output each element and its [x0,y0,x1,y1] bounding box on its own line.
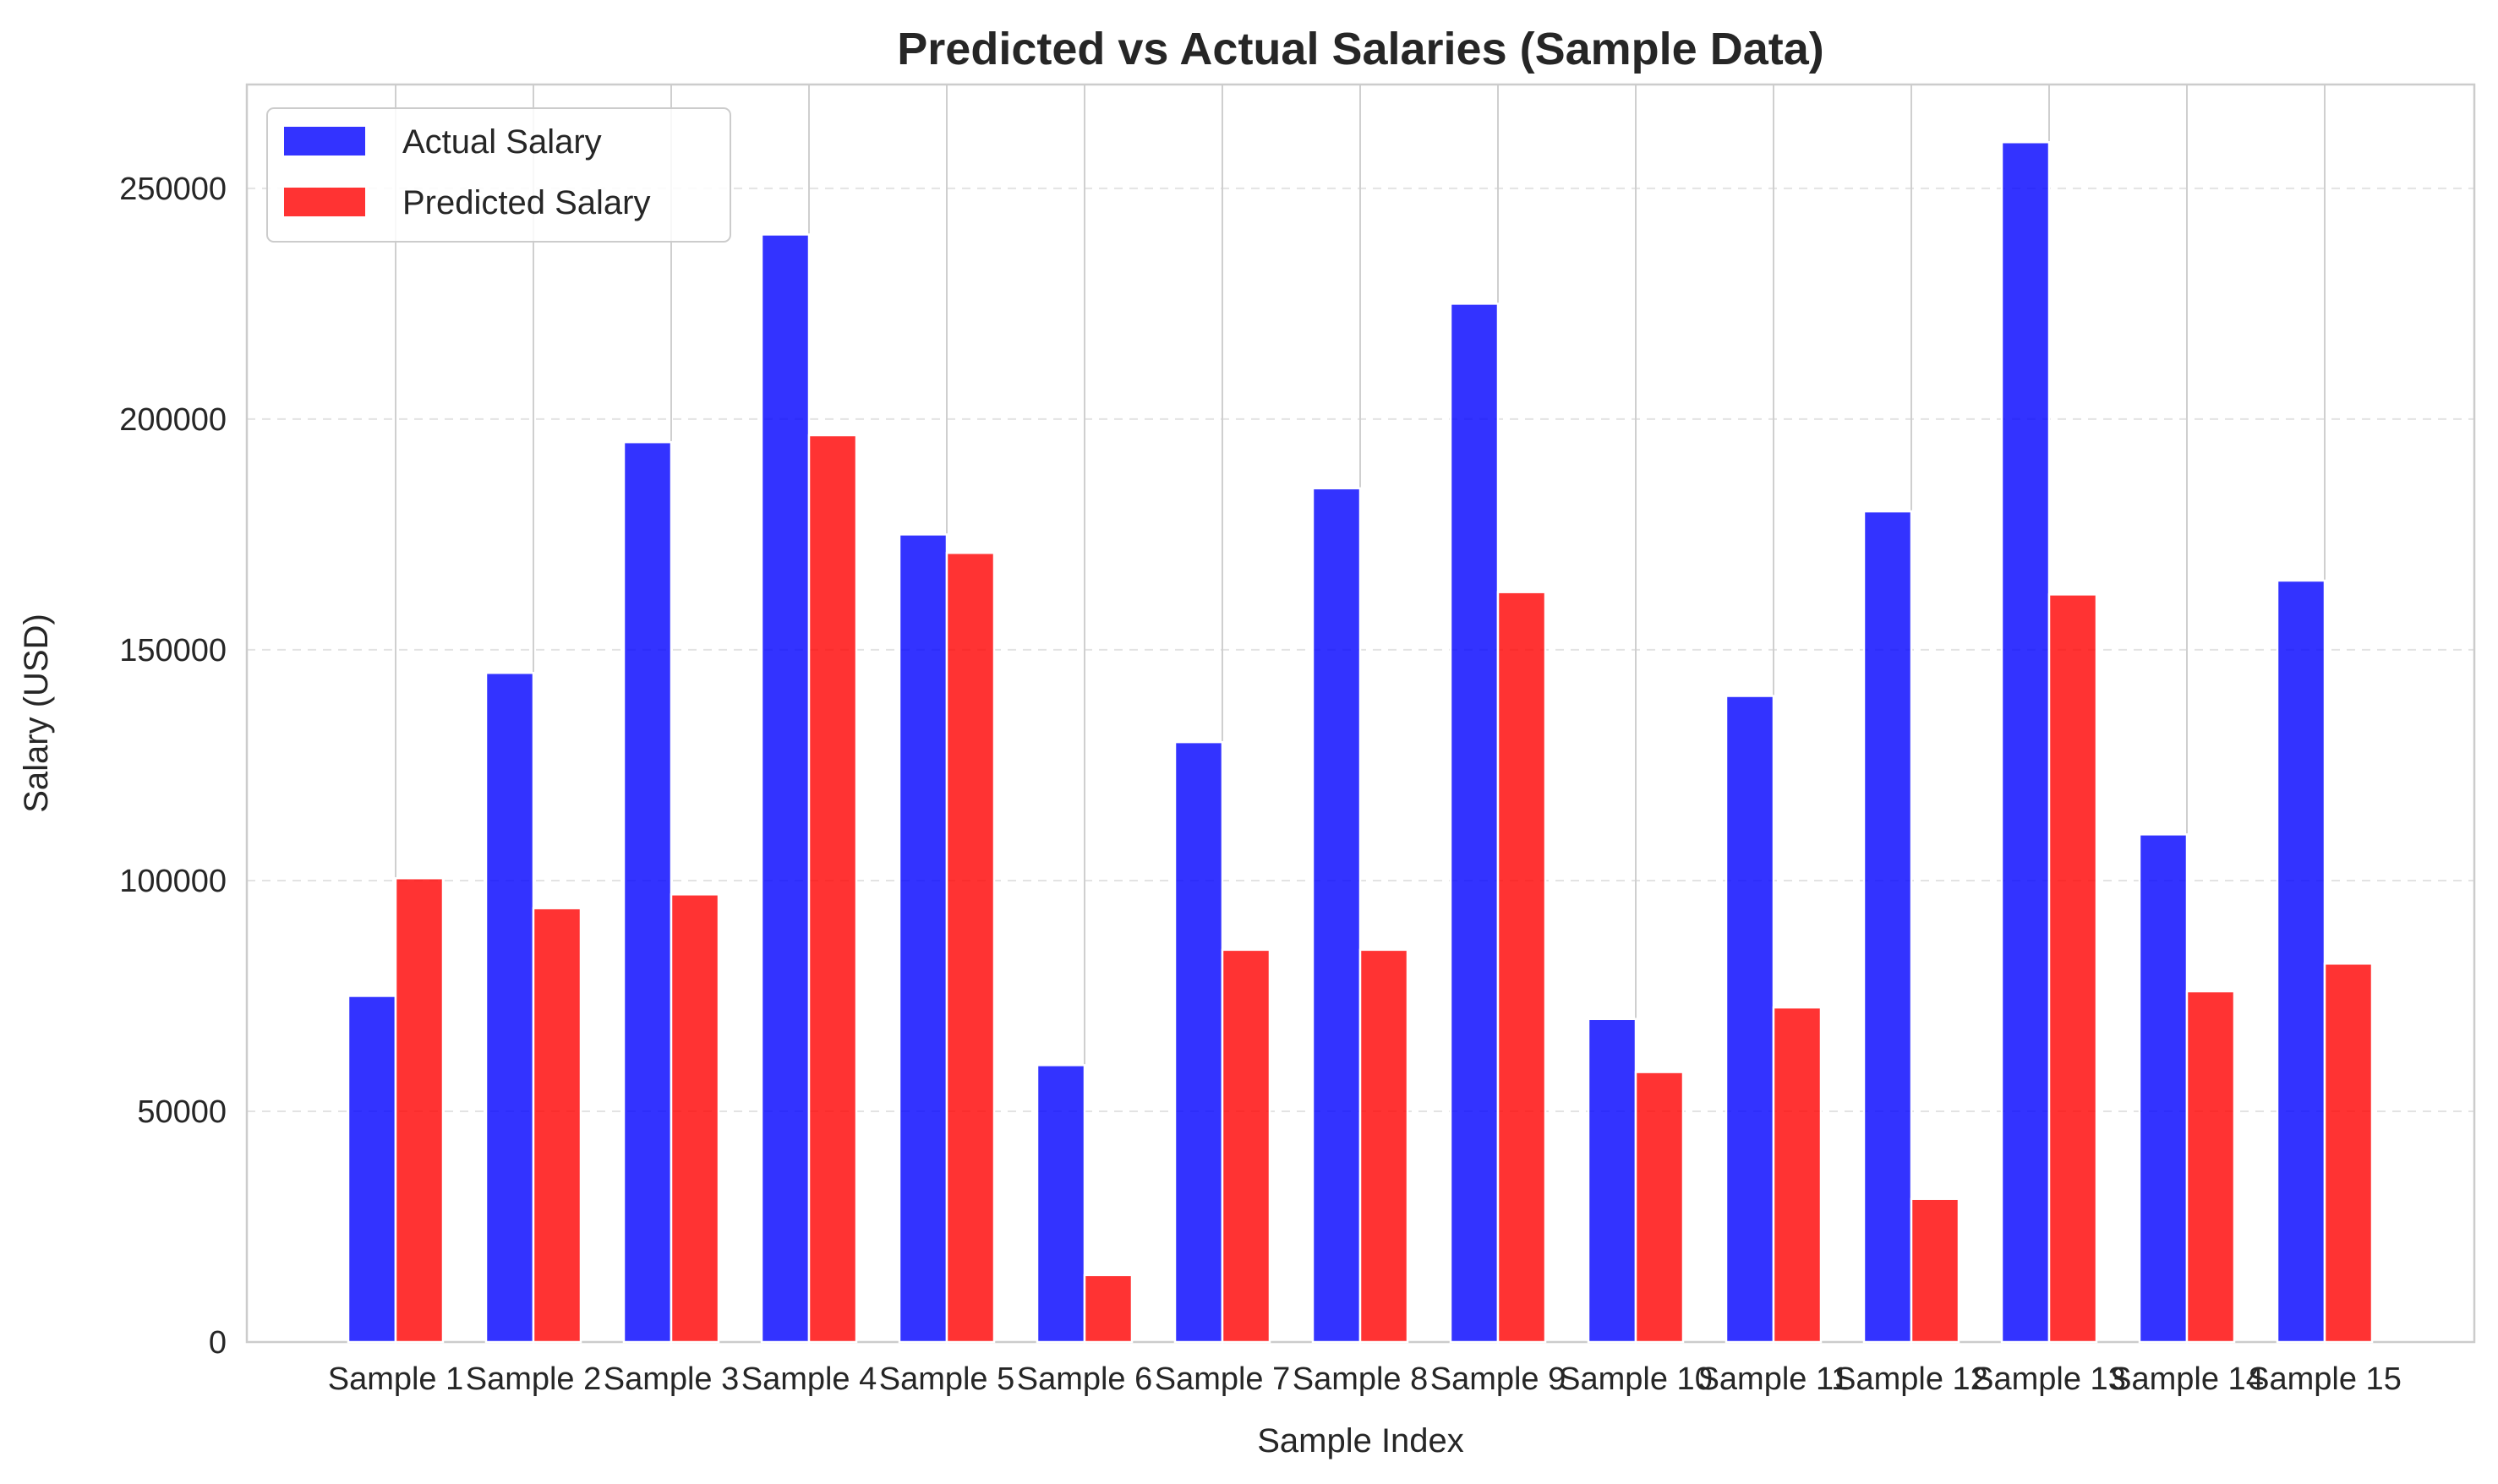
bar-actual-10 [1587,1018,1637,1344]
legend-box [266,107,731,243]
legend-swatch-actual [284,127,365,155]
y-tick-label: 0 [209,1325,227,1361]
bar-predicted-8 [1358,948,1409,1344]
x-tick-label: Sample 5 [879,1361,1015,1397]
bar-predicted-1 [394,876,445,1344]
bar-predicted-13 [2047,593,2098,1344]
x-tick-label: Sample 15 [2248,1361,2402,1397]
x-tick-label: Sample 10 [1559,1361,1713,1397]
bar-predicted-4 [807,434,858,1344]
y-tick-label: 150000 [119,633,227,668]
bar-actual-2 [484,671,535,1344]
bar-actual-4 [760,233,811,1344]
bar-predicted-2 [532,907,582,1344]
legend-swatch-predicted [284,188,365,216]
bar-predicted-10 [1634,1071,1685,1344]
bar-predicted-3 [670,893,720,1344]
x-tick-label: Sample 6 [1017,1361,1153,1397]
chart-title: Predicted vs Actual Salaries (Sample Dat… [897,24,1823,74]
bar-actual-3 [622,440,673,1344]
y-tick-label: 50000 [137,1094,227,1130]
x-tick-label: Sample 4 [741,1361,877,1397]
bars-group [347,141,2374,1344]
x-tick-label: Sample 8 [1293,1361,1429,1397]
bar-actual-6 [1036,1064,1086,1344]
bar-actual-14 [2138,833,2189,1344]
bar-actual-9 [1449,303,1500,1344]
bar-actual-12 [1862,510,1913,1344]
x-axis-label: Sample Index [1257,1422,1464,1459]
bar-predicted-5 [945,551,996,1344]
legend: Actual Salary Predicted Salary [266,107,731,243]
legend-label-predicted: Predicted Salary [402,184,650,221]
x-tick-label: Sample 11 [1698,1361,1850,1397]
bar-predicted-15 [2323,962,2374,1344]
bar-actual-13 [2000,141,2051,1344]
x-tick-label: Sample 14 [2110,1361,2264,1397]
bar-actual-1 [347,995,397,1344]
x-tick-label: Sample 3 [604,1361,740,1397]
bar-actual-11 [1725,695,1775,1344]
x-tick-label: Sample 1 [328,1361,464,1397]
bar-predicted-14 [2185,990,2236,1344]
bar-actual-5 [898,533,948,1344]
x-tick-label: Sample 12 [1834,1361,1988,1397]
bar-predicted-6 [1083,1274,1134,1344]
x-tick-label: Sample 9 [1430,1361,1566,1397]
bar-actual-15 [2276,579,2326,1344]
bar-predicted-9 [1496,591,1547,1344]
x-tick-label: Sample 7 [1155,1361,1291,1397]
y-tick-label: 100000 [119,864,227,899]
bar-actual-7 [1173,740,1224,1344]
bar-actual-8 [1311,487,1362,1344]
bar-predicted-12 [1910,1198,1960,1344]
legend-label-actual: Actual Salary [402,123,602,161]
x-tick-label: Sample 13 [1972,1361,2126,1397]
y-tick-label: 250000 [119,172,227,207]
x-tick-label: Sample 2 [466,1361,602,1397]
y-axis-label: Salary (USD) [18,614,55,813]
y-tick-label: 200000 [119,402,227,438]
bar-predicted-11 [1772,1006,1823,1344]
bar-predicted-7 [1221,948,1271,1344]
